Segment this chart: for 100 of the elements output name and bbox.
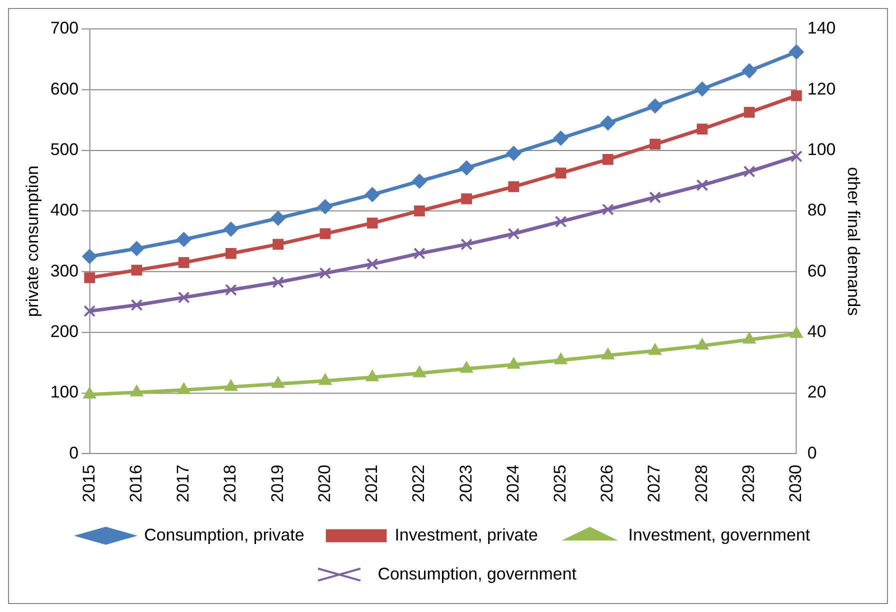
point — [554, 216, 567, 228]
point — [602, 154, 614, 165]
y-tick-label: 200 — [50, 322, 79, 341]
y-tick-label: 300 — [50, 261, 79, 280]
point — [742, 63, 757, 78]
x-tick-label: 2023 — [456, 464, 476, 502]
x-tick-label: 2016 — [126, 464, 146, 502]
x-tick-label: 2030 — [786, 464, 806, 502]
point — [600, 116, 616, 130]
point — [412, 366, 426, 378]
x-tick-label: 2015 — [79, 464, 98, 502]
point — [130, 384, 144, 396]
y2-tick-label: 60 — [807, 261, 826, 280]
point — [648, 343, 662, 355]
point — [650, 138, 661, 150]
point — [272, 238, 284, 250]
point — [364, 187, 380, 202]
x-tick-label: 2024 — [503, 464, 522, 502]
y-tick-label: 0 — [69, 443, 79, 462]
point — [178, 292, 190, 304]
point — [131, 264, 142, 276]
point — [366, 218, 378, 229]
point — [788, 44, 804, 60]
point — [225, 284, 237, 296]
point — [696, 338, 709, 350]
point — [414, 248, 426, 260]
point — [82, 249, 98, 264]
point — [412, 174, 427, 189]
point — [130, 299, 143, 311]
y2-tick-label: 120 — [807, 79, 836, 98]
point — [318, 199, 333, 214]
point — [366, 258, 378, 270]
point — [224, 379, 238, 391]
x-tick-label: 2017 — [173, 464, 193, 502]
point — [84, 272, 96, 284]
y2-tick-label: 20 — [807, 382, 826, 402]
x-tick-label: 2026 — [598, 464, 617, 502]
x-tick-label: 2021 — [362, 464, 382, 502]
point — [696, 179, 708, 192]
point — [223, 222, 238, 237]
point — [318, 373, 332, 385]
point — [696, 124, 708, 134]
y2-tick-label: 80 — [807, 200, 826, 220]
y2-tick-label: 140 — [807, 18, 836, 38]
point — [319, 267, 332, 280]
x-tick-label: 2018 — [220, 464, 240, 502]
legend-label: Consumption, private — [144, 525, 304, 544]
y-tick-label: 600 — [50, 79, 79, 98]
point — [694, 82, 710, 96]
y2-tick-label: 100 — [807, 140, 836, 159]
x-tick-label: 2028 — [692, 464, 711, 502]
x-tick-label: 2027 — [644, 464, 664, 502]
point — [460, 238, 473, 250]
point — [320, 228, 331, 240]
point — [602, 204, 614, 216]
point — [554, 352, 568, 364]
y2-tick-label: 0 — [807, 443, 817, 462]
point — [649, 191, 662, 204]
y-tick-label: 500 — [50, 140, 79, 159]
point — [507, 357, 520, 369]
point — [414, 206, 425, 216]
x-tick-label: 2029 — [738, 464, 758, 502]
point — [460, 361, 474, 373]
point — [508, 228, 520, 240]
y-tick-label: 100 — [50, 382, 79, 402]
point — [508, 181, 520, 192]
point — [366, 370, 379, 382]
point — [601, 348, 614, 360]
point — [648, 98, 663, 114]
point — [226, 248, 236, 259]
point — [176, 232, 192, 247]
y2-tick-label: 40 — [807, 322, 826, 341]
point — [791, 90, 802, 102]
point — [555, 168, 566, 178]
point — [459, 160, 474, 176]
x-tick-label: 2025 — [550, 464, 570, 502]
y-tick-label: 400 — [50, 200, 79, 220]
legend-label: Investment, government — [628, 525, 810, 544]
point — [272, 376, 285, 388]
point — [461, 193, 472, 204]
point — [178, 257, 190, 268]
legend-label: Consumption, government — [378, 564, 577, 584]
point — [129, 241, 144, 256]
point — [272, 276, 284, 288]
point — [177, 382, 190, 394]
x-tick-label: 2020 — [314, 464, 334, 502]
point — [742, 332, 756, 344]
point — [270, 210, 286, 226]
legend-label: Investment, private — [394, 525, 538, 544]
y-axis-title: private consumption — [22, 166, 42, 318]
point — [506, 146, 522, 161]
x-tick-label: 2022 — [409, 464, 428, 502]
point — [790, 326, 803, 338]
point — [743, 166, 756, 178]
y2-axis-title: other final demands — [844, 166, 864, 316]
point — [84, 305, 96, 318]
x-tick-label: 2019 — [268, 464, 287, 502]
point — [553, 130, 568, 146]
point — [790, 150, 802, 162]
point — [744, 106, 755, 118]
